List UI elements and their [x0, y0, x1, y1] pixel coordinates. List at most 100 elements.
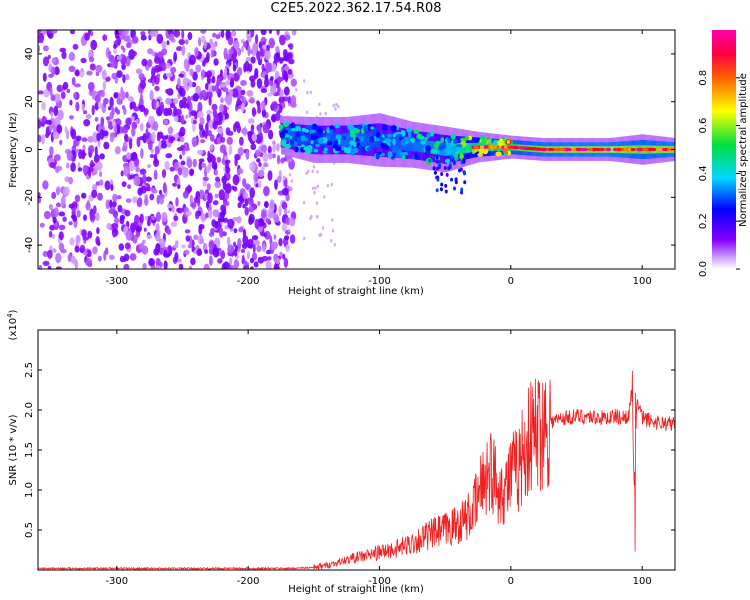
signal-band: [461, 142, 463, 154]
noise-blob: [273, 263, 280, 269]
noise-blob: [237, 147, 244, 156]
signal-band: [432, 141, 434, 155]
noise-blob: [121, 181, 127, 188]
noise-blob: [67, 254, 72, 262]
noise-blob: [261, 41, 266, 46]
signal-peak: [559, 147, 567, 152]
noise-blob: [137, 187, 143, 196]
noise-blob: [130, 101, 137, 109]
noise-blob: [173, 30, 181, 38]
noise-blob: [264, 201, 269, 208]
signal-peak: [547, 147, 554, 152]
noise-blob: [108, 209, 115, 214]
noise-blob: [114, 106, 118, 113]
noise-blob: [129, 174, 133, 180]
signal-blob: [379, 136, 384, 142]
noise-blob: [49, 162, 56, 168]
signal-band: [352, 133, 354, 147]
noise-blob: [241, 254, 245, 265]
noise-blob: [279, 89, 284, 98]
x-tick-label: -100: [368, 276, 391, 287]
noise-blob: [291, 30, 297, 36]
signal-blob: [420, 140, 426, 145]
signal-blob: [453, 186, 456, 191]
noise-blob: [246, 90, 254, 97]
signal-blob: [282, 122, 290, 127]
noise-blob: [61, 51, 67, 60]
noise-blob: [232, 174, 240, 186]
noise-blob: [97, 192, 103, 201]
noise-blob: [230, 77, 235, 88]
signal-peak: [594, 147, 601, 152]
noise-blob: [198, 161, 203, 171]
noise-blob: [181, 45, 186, 56]
noise-blob: [221, 175, 227, 184]
noise-blob: [220, 30, 225, 38]
signal-blob: [460, 190, 464, 195]
signal-blob: [414, 153, 418, 160]
noise-blob: [309, 216, 312, 221]
signal-band: [340, 133, 343, 147]
noise-blob: [75, 101, 80, 112]
noise-blob: [200, 35, 206, 43]
noise-blob: [239, 136, 244, 146]
signal-blob: [444, 183, 448, 188]
signal-blob: [373, 127, 378, 131]
noise-blob: [139, 168, 147, 175]
signal-blob: [392, 138, 396, 146]
signal-blob: [454, 157, 459, 161]
signal-blob: [291, 128, 296, 132]
signal-band: [391, 134, 393, 149]
signal-blob: [404, 154, 408, 160]
signal-blob: [450, 133, 456, 138]
noise-blob: [108, 54, 115, 63]
colorbar-axis: 0.0 0.2 0.4 0.6 0.8: [698, 70, 740, 277]
plot-frame: [37, 329, 676, 571]
noise-blob: [138, 73, 145, 81]
noise-blob: [223, 261, 230, 269]
noise-blob: [127, 184, 132, 189]
signal-peak: [570, 147, 577, 152]
noise-blob: [96, 132, 101, 142]
noise-blob: [72, 255, 76, 265]
noise-blob: [72, 43, 79, 50]
noise-blob: [249, 75, 256, 82]
x-tick-label: -100: [368, 576, 391, 587]
noise-blob: [89, 63, 96, 71]
signal-band: [423, 139, 426, 153]
noise-blob: [261, 100, 266, 111]
noise-blob: [283, 86, 290, 96]
noise-blob: [52, 248, 57, 253]
noise-blob: [224, 183, 232, 194]
noise-blob: [93, 205, 97, 215]
noise-blob: [191, 81, 197, 88]
noise-blob: [70, 162, 76, 173]
signal-blob: [279, 131, 286, 139]
noise-blob: [264, 74, 269, 81]
noise-blob: [261, 63, 265, 72]
noise-blob: [62, 216, 67, 222]
noise-blob: [154, 85, 160, 92]
noise-blob: [264, 77, 270, 88]
noise-blob: [48, 204, 54, 211]
noise-blob: [249, 161, 256, 172]
signal-band: [421, 139, 423, 153]
signal-band: [419, 139, 421, 153]
signal-peak: [627, 147, 631, 152]
signal-blob: [432, 166, 436, 171]
signal-blob: [310, 140, 314, 145]
signal-blob: [438, 163, 442, 168]
noise-blob: [191, 136, 198, 146]
noise-blob: [55, 266, 62, 269]
noise-blob: [206, 183, 211, 191]
noise-blob: [266, 62, 272, 73]
noise-blob: [104, 180, 111, 191]
noise-blob: [305, 171, 308, 176]
noise-blob: [142, 133, 147, 144]
y-tick-label: 1.5: [24, 442, 35, 458]
noise-blob: [179, 88, 186, 97]
noise-blob: [53, 93, 61, 103]
y-tick-label: 1.0: [24, 482, 35, 498]
noise-blob: [181, 30, 185, 40]
noise-blob: [252, 243, 256, 253]
